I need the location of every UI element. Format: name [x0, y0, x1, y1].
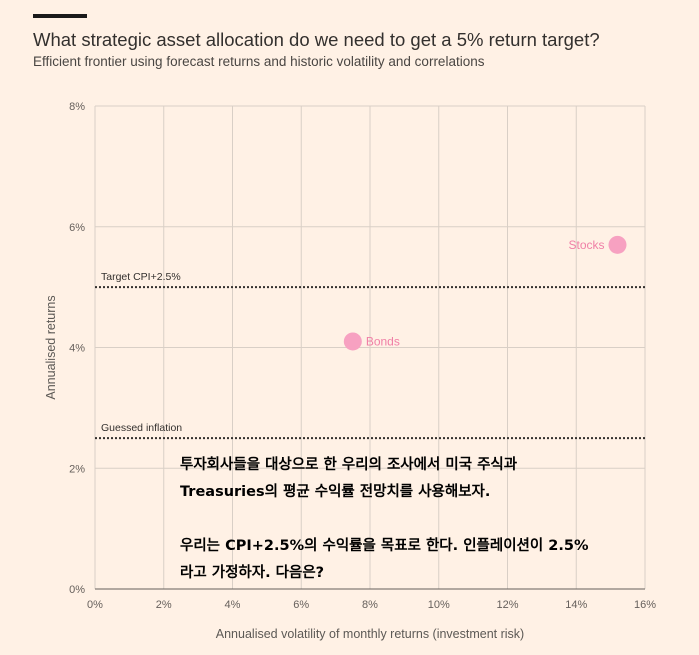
- x-axis-title: Annualised volatility of monthly returns…: [216, 627, 524, 641]
- korean-annotation: 투자회사들을 대상으로 한 우리의 조사에서 미국 주식과 Treasuries의…: [180, 452, 630, 614]
- x-tick-label: 0%: [87, 599, 103, 611]
- y-tick-label: 6%: [69, 222, 85, 234]
- y-axis-title: Annualised returns: [44, 295, 58, 399]
- data-point-label: Bonds: [366, 334, 400, 348]
- chart-grid: [94, 105, 646, 590]
- annotation-paragraph: 우리는 CPI+2.5%의 수익률을 목표로 한다. 인플레이션이 2.5% 라고…: [180, 533, 630, 587]
- data-point-bonds: [343, 332, 362, 351]
- x-tick-label: 10%: [428, 599, 450, 611]
- x-tick-label: 2%: [156, 599, 172, 611]
- x-tick-label: 14%: [565, 599, 587, 611]
- x-tick-label: 16%: [634, 599, 656, 611]
- y-tick-label: 4%: [69, 343, 85, 355]
- reference-line-label: Target CPI+2.5%: [101, 271, 181, 283]
- y-tick-label: 8%: [69, 101, 85, 113]
- chart-subtitle: Efficient frontier using forecast return…: [33, 54, 485, 69]
- annotation-line: 라고 가정하자. 다음은?: [180, 565, 325, 581]
- reference-lines: Target CPI+2.5% Guessed inflation: [95, 271, 645, 440]
- annotation-paragraph: 투자회사들을 대상으로 한 우리의 조사에서 미국 주식과 Treasuries의…: [180, 452, 630, 506]
- data-point-label: Stocks: [568, 238, 604, 252]
- x-tick-label: 8%: [362, 599, 378, 611]
- tick-labels: 0% 2% 4% 6% 8% 10% 12% 14% 16% 0% 2% 4% 6% 8%: [69, 101, 656, 611]
- annotation-line: Treasuries의 평균 수익률 전망치를 사용해보자.: [180, 484, 491, 500]
- top-rule: [33, 14, 87, 18]
- y-tick-label: 2%: [69, 463, 85, 475]
- reference-line-label: Guessed inflation: [101, 422, 182, 434]
- annotation-line: 우리는 CPI+2.5%의 수익률을 목표로 한다. 인플레이션이 2.5%: [180, 538, 589, 554]
- chart-title: What strategic asset allocation do we ne…: [33, 29, 600, 50]
- annotation-line: 투자회사들을 대상으로 한 우리의 조사에서 미국 주식과: [180, 457, 518, 473]
- y-tick-label: 0%: [69, 584, 85, 596]
- x-tick-label: 6%: [293, 599, 309, 611]
- x-tick-label: 4%: [225, 599, 241, 611]
- x-tick-label: 12%: [496, 599, 518, 611]
- data-points: Stocks Bonds: [343, 235, 627, 351]
- data-point-stocks: [608, 235, 627, 254]
